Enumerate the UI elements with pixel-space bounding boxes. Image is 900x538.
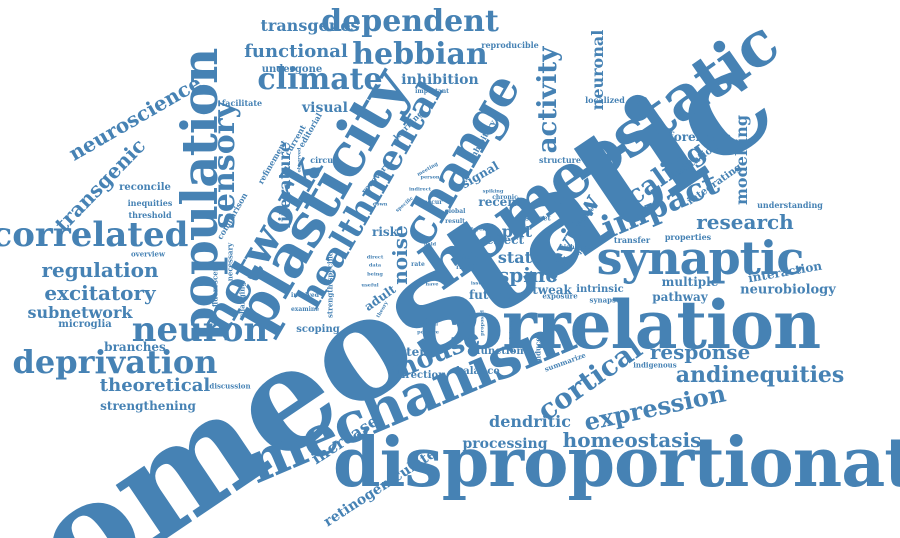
word-critical: critical [418,321,438,328]
word-homeostasis: homeostasis [562,428,702,452]
word-useful: useful [361,282,379,289]
word-positive: positive [417,329,439,336]
word-tweak: tweak [532,283,572,297]
word-chronic: chronic [492,194,518,201]
word-indirect: indirect [408,186,432,193]
word-interact: interact [508,316,515,340]
word-subnetwork: subnetwork [27,303,133,322]
word-state: state [497,248,543,267]
word-fluorescent: fluorescent [210,263,220,307]
word-subset: subset [525,213,551,223]
word-localized: localized [585,95,625,105]
word-multiple: multiple [661,275,719,289]
word-direct: direct [366,254,384,261]
word-issue: issue [470,280,486,287]
word-structure: structure [539,155,581,165]
word-data: data [368,262,382,269]
word-changing: changing [237,281,247,319]
word-risk: risk [372,225,398,239]
word-examine: examine [290,306,320,313]
word-synapse: synapse [589,295,621,305]
word-climate: climate [257,62,383,97]
word-spiking: spiking [482,188,504,195]
word-understanding: understanding [757,200,823,210]
word-level: level [457,254,473,261]
word-highlight: highlight [559,244,591,251]
word-deprivation: deprivation [12,343,218,381]
word-protein: protein [383,345,433,359]
word-undergone: undergone [261,64,323,75]
word-scoping: scoping [296,324,340,335]
word-transfer: transfer [613,235,651,245]
word-rapid: rapid [456,264,474,271]
word-discussion: discussion [209,381,251,391]
word-research: research [696,210,794,234]
word-occur: occur [423,199,443,206]
word-correlation: correlation [419,286,821,364]
word-regulation: regulation [41,258,159,282]
word-excitatory: excitatory [44,281,156,305]
word-functional: functional [244,41,348,62]
word-inequities: inequities [127,198,173,208]
word-being: being [367,271,383,278]
word-reproducible: reproducible [481,40,539,50]
word-exposure: exposure [542,291,578,301]
word-input: input [484,222,532,241]
word-layer: layer [471,226,485,233]
word-forebrain: forebrain [668,130,732,144]
word-recent: recent [478,195,522,209]
word-activity: activity [533,46,563,154]
word-balance: balance [456,366,500,377]
word-theoretical: theoretical [99,375,211,396]
word-result: result [445,218,465,225]
word-proposed: proposed [479,310,486,336]
word-have: have [425,281,439,288]
word-function: function [476,346,524,357]
word-reconcile: reconcile [119,182,171,193]
word-necessary: necessary [225,242,235,282]
word-strengthening: strengthening [100,399,196,413]
word-dendritic: dendritic [489,412,571,431]
word-neuron: neuron [131,310,269,350]
word-field: field [423,241,437,248]
word-vivo: vivo [426,273,438,280]
word-pathway: pathway [652,290,708,304]
word-andinequities: andinequities [675,362,845,388]
word-overview: overview [130,249,166,259]
word-spine: spine [497,263,559,287]
word-global: global [444,208,466,215]
word-observed: observed [296,147,303,173]
word-threshold: threshold [128,210,172,220]
word-processing: processing [462,436,548,452]
word-rate: rate [411,261,425,268]
word-correlated: correlated [0,215,189,255]
word-properties: properties [664,232,712,242]
word-facilitate: facilitate [221,98,263,108]
word-effect: effect [486,233,524,247]
word-inhibition: inhibition [401,72,479,88]
word-transgenes: transgenes [260,16,360,35]
word-branches: branches [104,340,166,354]
word-involved: involved [291,292,319,299]
word-induced: induced [533,332,543,364]
word-synaptic: synaptic [596,231,805,285]
word-response: response [649,340,751,364]
word-intrinsic: intrinsic [576,284,624,295]
word-strength-specific: strength-specific [325,251,335,319]
word-future: future [468,288,512,302]
word-indigenous: indigenous [633,360,677,370]
word-important: important [415,88,449,95]
word-disproportionate: disproportionate [333,423,900,503]
word-modelling: modelling [732,114,751,206]
word-neurobiology: neurobiology [740,282,836,298]
word-dependent: dependent [321,4,499,39]
word-direction: direction [394,370,446,381]
word-hebbian: hebbian [352,37,488,72]
word-person: person [420,174,440,181]
word-down: down [372,201,388,208]
word-visual: visual [302,100,348,116]
word-circuit: circuit [310,155,340,165]
word-microglia: microglia [58,319,112,330]
